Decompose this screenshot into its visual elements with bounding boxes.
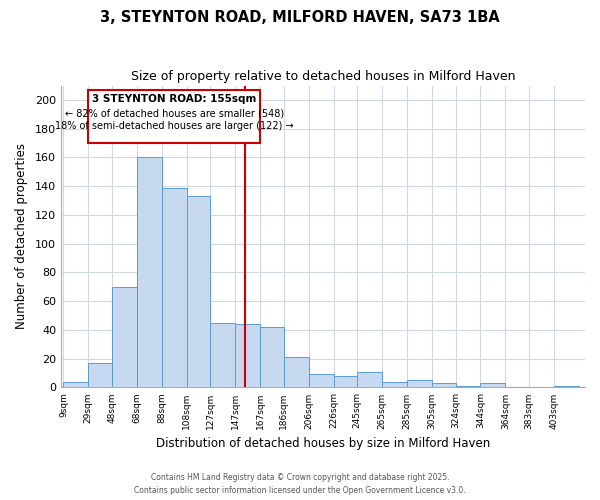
Bar xyxy=(334,376,357,388)
Bar xyxy=(137,158,162,388)
Text: 18% of semi-detached houses are larger (122) →: 18% of semi-detached houses are larger (… xyxy=(55,122,293,132)
Bar xyxy=(481,383,505,388)
Bar xyxy=(187,196,211,388)
Bar xyxy=(211,322,235,388)
Bar xyxy=(235,324,260,388)
Bar xyxy=(308,374,334,388)
Bar xyxy=(407,380,432,388)
Bar xyxy=(64,382,88,388)
Bar xyxy=(260,327,284,388)
Bar xyxy=(455,386,481,388)
Bar xyxy=(112,287,137,388)
Title: Size of property relative to detached houses in Milford Haven: Size of property relative to detached ho… xyxy=(131,70,515,83)
Bar xyxy=(357,372,382,388)
Y-axis label: Number of detached properties: Number of detached properties xyxy=(15,144,28,330)
FancyBboxPatch shape xyxy=(88,90,260,143)
Bar xyxy=(382,382,407,388)
Text: 3, STEYNTON ROAD, MILFORD HAVEN, SA73 1BA: 3, STEYNTON ROAD, MILFORD HAVEN, SA73 1B… xyxy=(100,10,500,25)
Bar xyxy=(88,363,112,388)
Bar xyxy=(432,383,455,388)
Bar xyxy=(284,357,308,388)
Text: 3 STEYNTON ROAD: 155sqm: 3 STEYNTON ROAD: 155sqm xyxy=(92,94,256,104)
Text: Contains HM Land Registry data © Crown copyright and database right 2025.
Contai: Contains HM Land Registry data © Crown c… xyxy=(134,474,466,495)
Bar xyxy=(554,386,579,388)
Text: ← 82% of detached houses are smaller (548): ← 82% of detached houses are smaller (54… xyxy=(65,108,284,118)
X-axis label: Distribution of detached houses by size in Milford Haven: Distribution of detached houses by size … xyxy=(156,437,490,450)
Bar xyxy=(162,188,187,388)
